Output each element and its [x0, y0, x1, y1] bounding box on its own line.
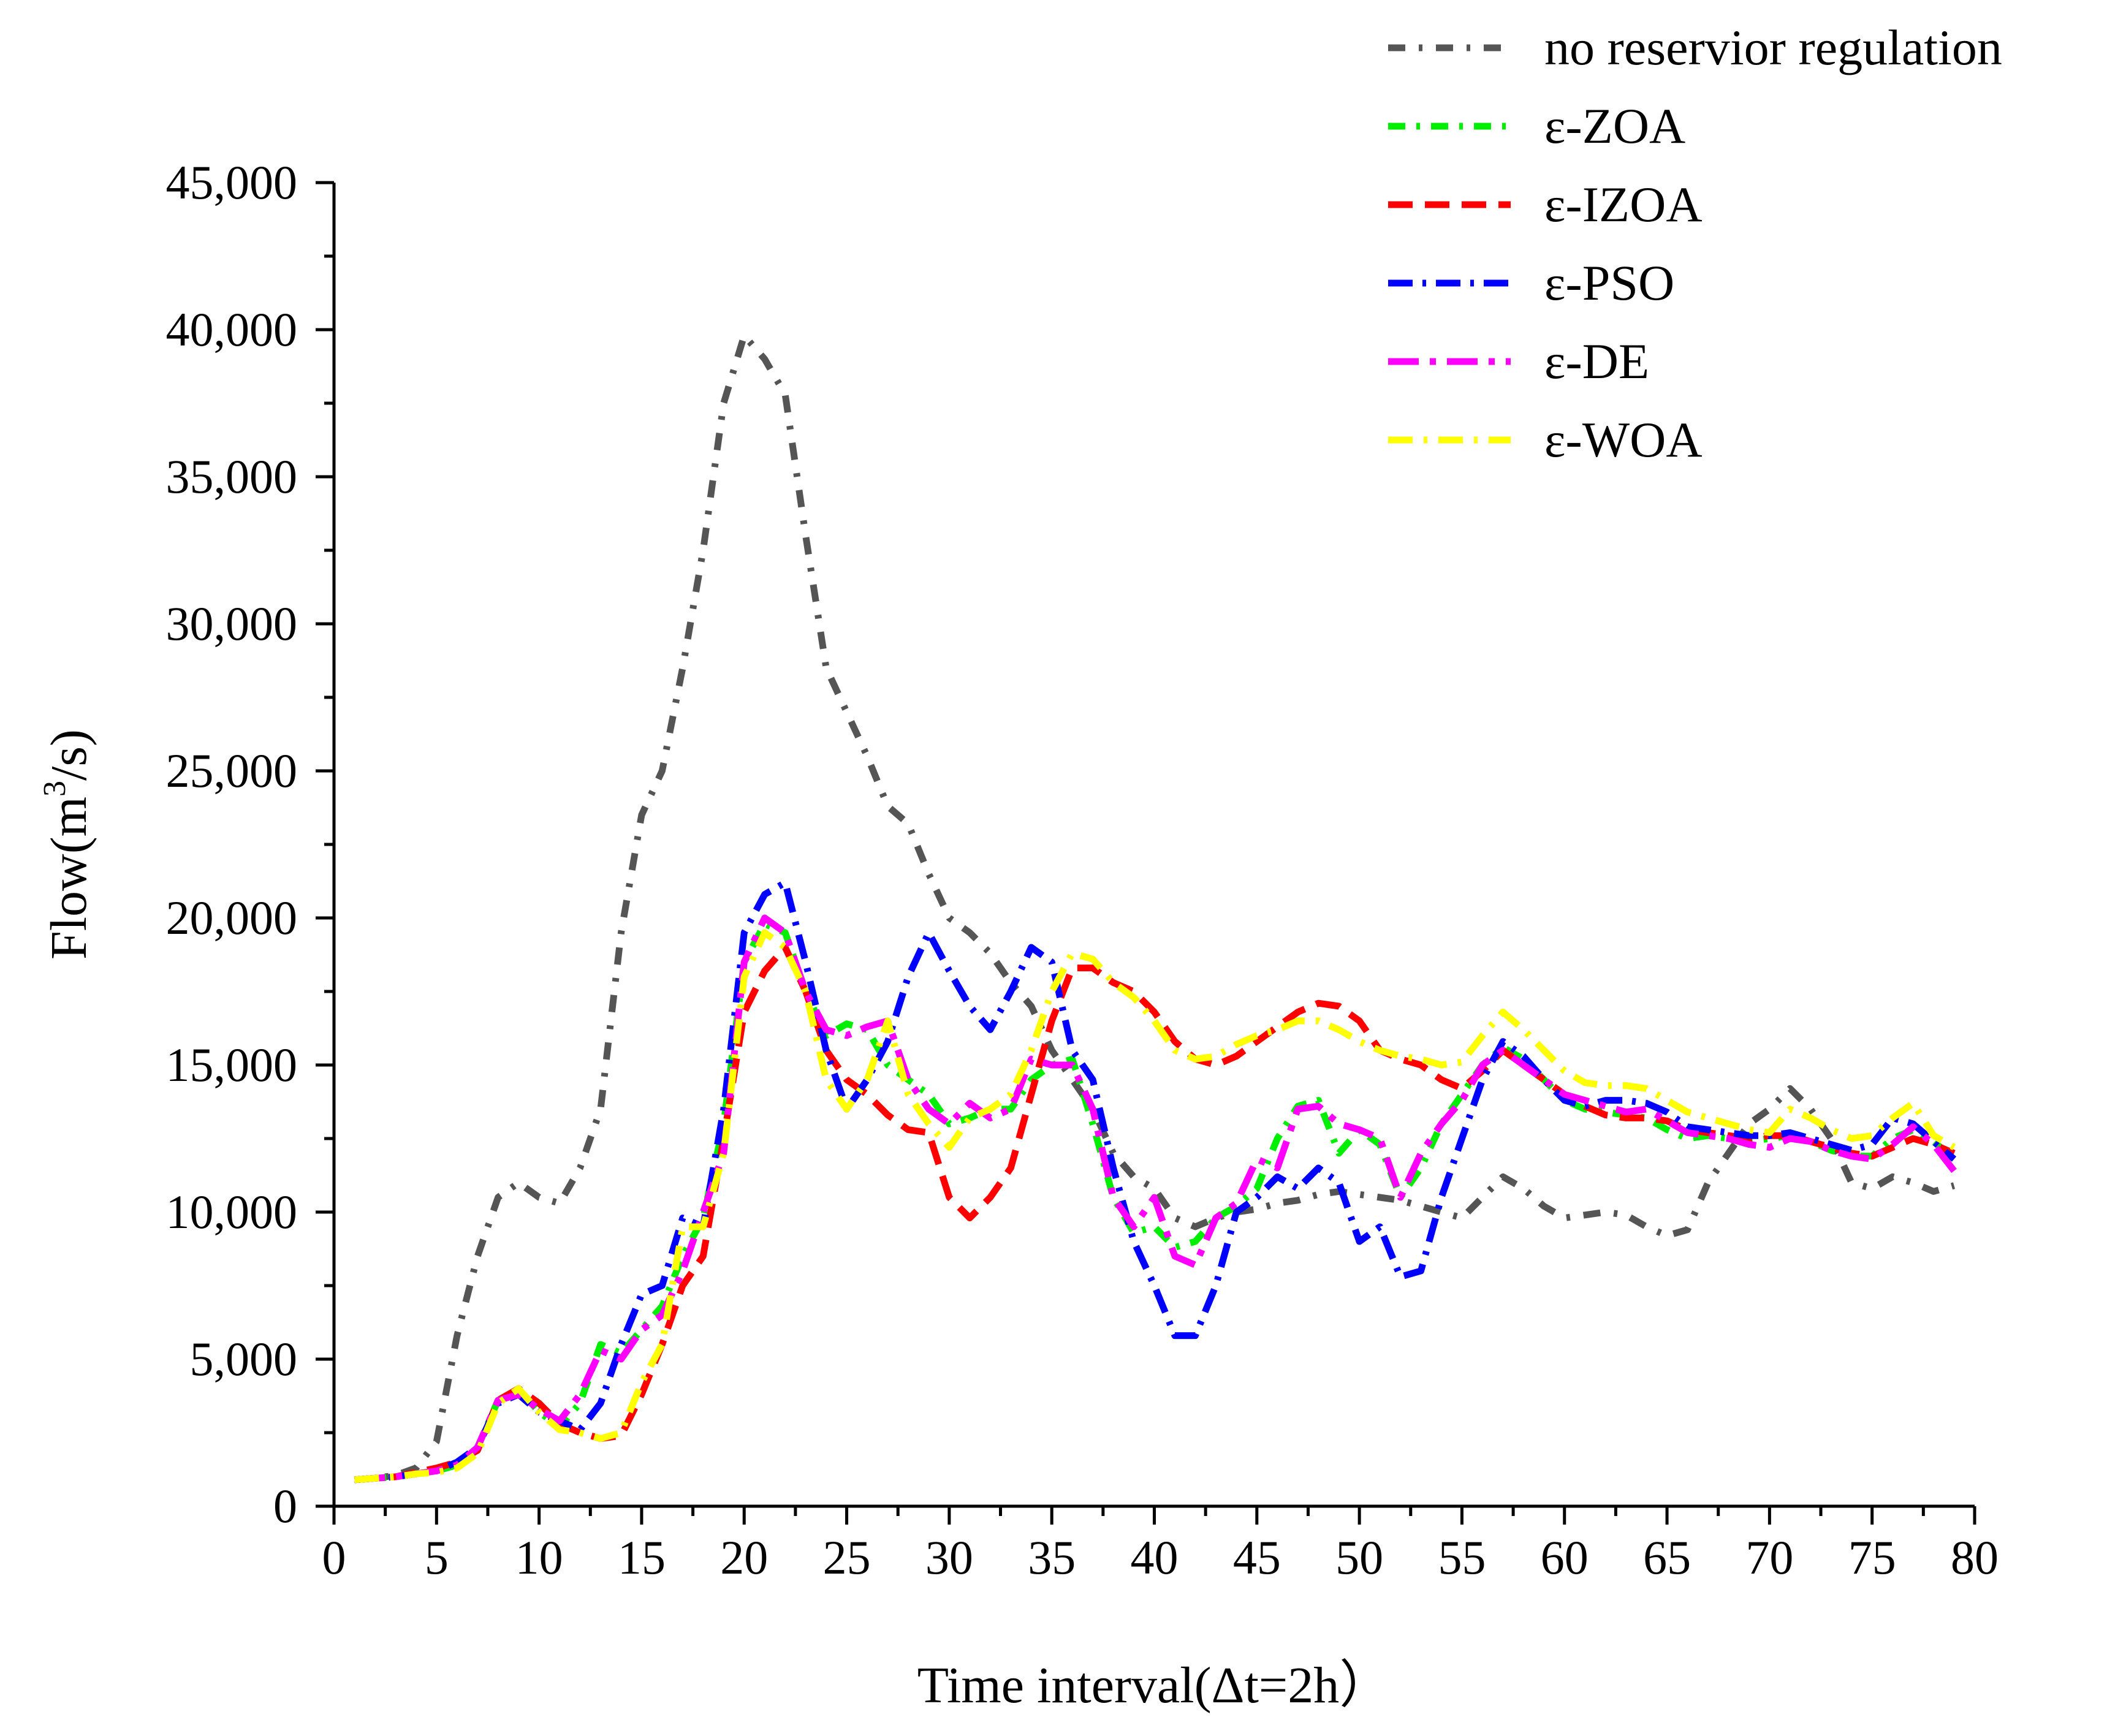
- x-tick-label: 75: [1848, 1531, 1896, 1584]
- x-tick-label: 40: [1131, 1531, 1179, 1584]
- legend-label: ε-WOA: [1544, 412, 1703, 468]
- series-line-2: [354, 944, 1956, 1484]
- x-tick-label: 45: [1233, 1531, 1281, 1584]
- legend-label: ε-ZOA: [1544, 98, 1685, 154]
- x-tick-label: 80: [1951, 1531, 1999, 1584]
- y-axis-title-suffix: /s): [40, 729, 97, 781]
- x-axis-title: Time interval(Δt=2h）: [917, 1657, 1391, 1714]
- y-axis-title: Flow(m3/s): [37, 729, 97, 960]
- y-tick-label: 30,000: [166, 597, 298, 650]
- y-ticks: 0 5,000 10,000 15,000 20,000 25,000 30,000 35,0…: [166, 156, 334, 1533]
- series-line-4: [354, 914, 1957, 1484]
- y-tick-label: 35,000: [166, 450, 298, 503]
- series-line-3: [354, 879, 1957, 1484]
- y-tick-label: 25,000: [166, 744, 298, 797]
- axes: 0 5 10 15 20 25 30 35 40 45 50 55 60 65 70 75 80 0 5,000 1…: [166, 156, 1999, 1584]
- y-tick-label: 20,000: [166, 891, 298, 944]
- y-tick-label: 15,000: [166, 1038, 298, 1091]
- series-line-5: [354, 929, 1956, 1484]
- x-tick-label: 30: [925, 1531, 973, 1584]
- y-tick-label: 45,000: [166, 156, 298, 209]
- x-tick-label: 0: [322, 1531, 346, 1584]
- y-axis-title-superscript: 3: [37, 781, 72, 797]
- legend: no reservior regulation ε-ZOA ε-IZOA ε-PSO ε…: [1388, 20, 2002, 468]
- x-tick-label: 15: [618, 1531, 666, 1584]
- x-tick-label: 70: [1745, 1531, 1793, 1584]
- legend-label: ε-DE: [1544, 333, 1649, 389]
- x-tick-label: 20: [720, 1531, 768, 1584]
- legend-label: ε-PSO: [1544, 255, 1674, 311]
- x-tick-label: 60: [1541, 1531, 1589, 1584]
- x-tick-label: 25: [823, 1531, 871, 1584]
- y-tick-label: 0: [273, 1479, 297, 1533]
- x-tick-label: 10: [515, 1531, 563, 1584]
- x-tick-label: 5: [425, 1531, 449, 1584]
- x-tick-label: 35: [1028, 1531, 1076, 1584]
- legend-label: no reservior regulation: [1544, 20, 2002, 75]
- x-tick-label: 50: [1335, 1531, 1383, 1584]
- y-tick-label: 5,000: [190, 1332, 298, 1385]
- y-tick-label: 10,000: [166, 1185, 298, 1238]
- x-tick-label: 55: [1438, 1531, 1486, 1584]
- x-ticks: 0 5 10 15 20 25 30 35 40 45 50 55 60 65 70 75 80: [322, 1506, 1999, 1584]
- x-tick-label: 65: [1643, 1531, 1691, 1584]
- series-line-0: [354, 332, 1956, 1484]
- y-axis-title-prefix: Flow(m: [40, 797, 97, 960]
- plot-lines: [354, 332, 1957, 1484]
- legend-label: ε-IZOA: [1544, 176, 1703, 232]
- y-tick-label: 40,000: [166, 303, 298, 356]
